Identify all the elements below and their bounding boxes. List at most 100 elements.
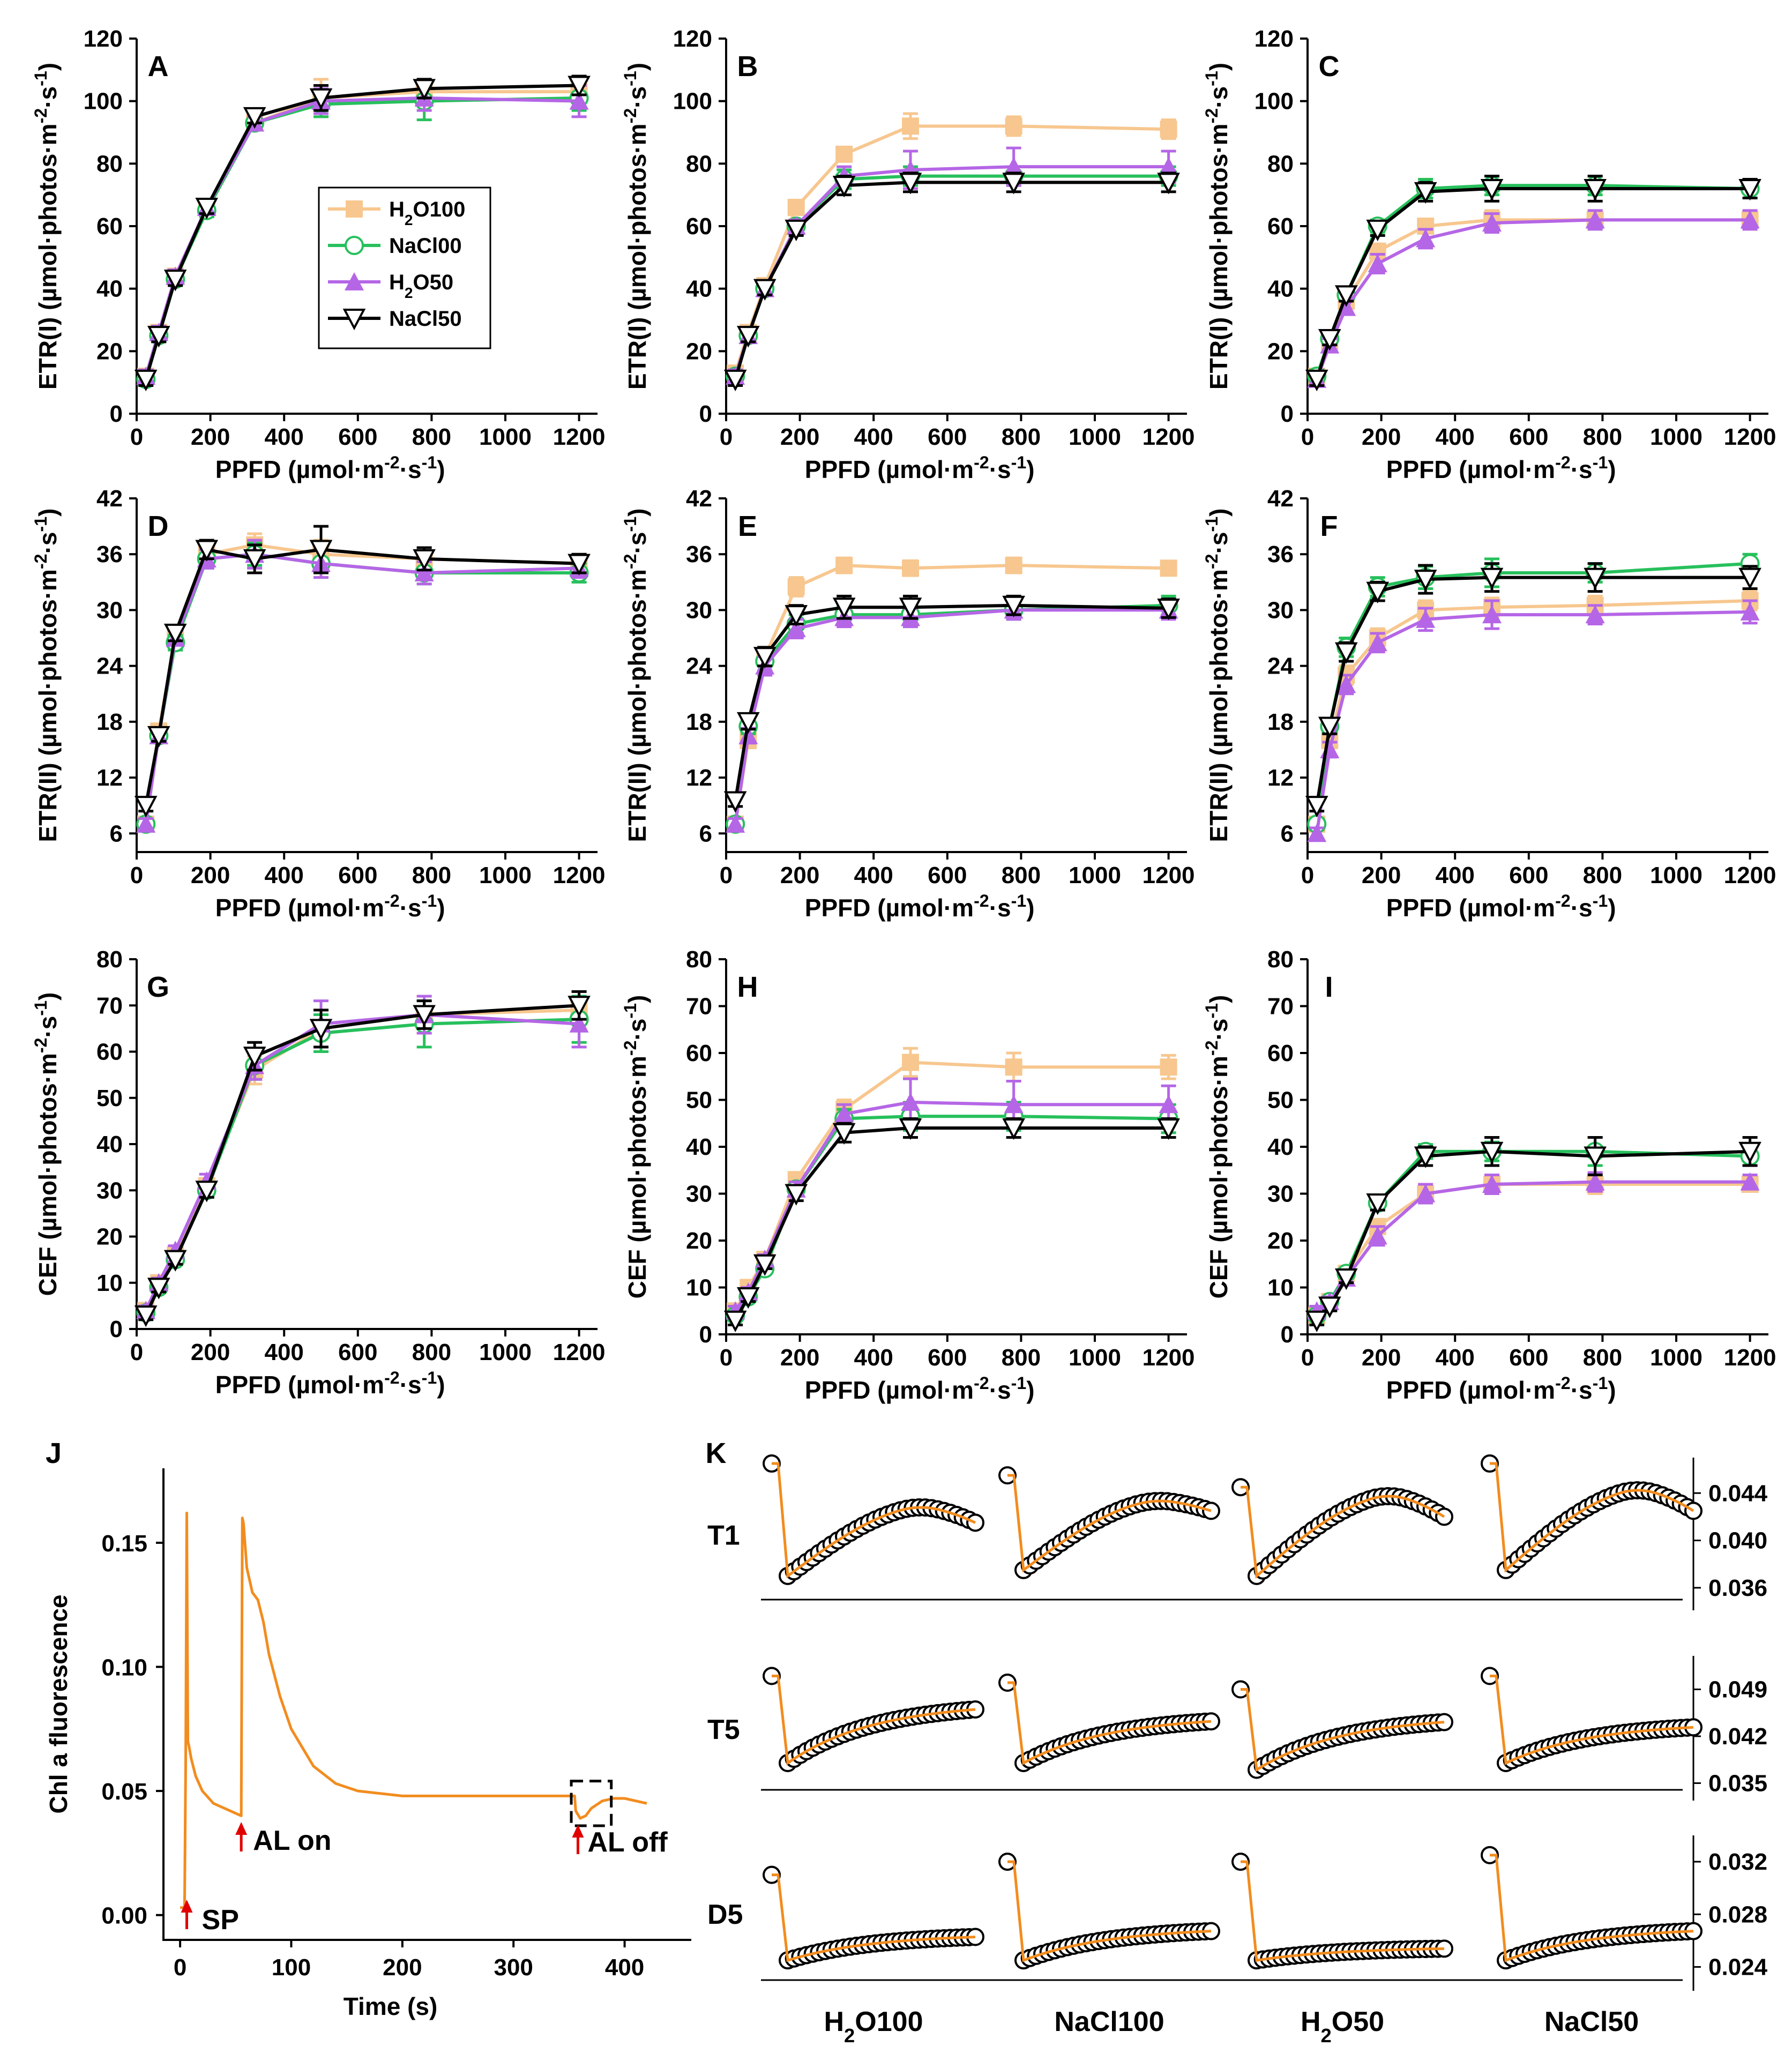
x-tick-label: 400 [1435, 1345, 1474, 1371]
data-point [1318, 1296, 1341, 1318]
data-point [835, 145, 853, 163]
legend-label: NaCl50 [389, 307, 462, 331]
x-tick-label: 400 [854, 862, 893, 888]
data-point [309, 1019, 333, 1041]
series-line [144, 543, 579, 825]
series-line [734, 124, 1169, 374]
series-H2O50 [136, 995, 589, 1319]
data-point [1305, 796, 1328, 818]
y-tick-label: 0 [1281, 1321, 1294, 1348]
y-tick-label: 20 [1267, 1228, 1294, 1254]
kinetic-3 [1481, 1454, 1703, 1579]
data-point [1366, 581, 1390, 603]
data-point [785, 1184, 808, 1206]
x-tick-label: 0 [720, 862, 733, 888]
data-point [1334, 1268, 1358, 1290]
column-label: NaCl100 [1054, 2006, 1164, 2037]
data-point [1004, 157, 1024, 176]
y-tick-label: 12 [96, 765, 123, 791]
data-point [569, 1014, 589, 1033]
series-NaCl50 [723, 594, 1180, 813]
y-tick-label: 20 [686, 1228, 712, 1254]
y-tick-label: 70 [1267, 994, 1294, 1020]
data-point [1157, 1118, 1180, 1140]
data-point [1480, 1141, 1504, 1164]
legend-marker [345, 236, 364, 255]
data-point [569, 91, 589, 110]
al-off-label: AL off [587, 1827, 668, 1858]
series-NaCl50 [1305, 175, 1761, 392]
y-tick-label: 60 [686, 213, 712, 240]
x-tick-label: 600 [928, 862, 967, 888]
data-point [786, 619, 806, 638]
kinetic-fit [1241, 1485, 1445, 1579]
series-line [144, 1004, 579, 1316]
y-tick-label: 80 [686, 151, 712, 177]
x-tick-label: 400 [605, 1954, 644, 1981]
data-point [1307, 824, 1327, 842]
y-tick-label: 20 [1267, 338, 1294, 364]
data-point [785, 605, 808, 627]
data-point [736, 712, 760, 734]
y-tick-label: 30 [96, 1177, 123, 1204]
kinetic-1 [998, 1674, 1220, 1772]
y-tick-label: 30 [686, 597, 712, 623]
kinetic-0 [763, 1667, 984, 1772]
legend-marker [345, 272, 364, 290]
x-tick-label: 1200 [553, 424, 606, 450]
series-NaCl100 [726, 1101, 1178, 1325]
right-tick-label: 0.042 [1708, 1723, 1767, 1750]
data-point [1334, 285, 1358, 307]
x-tick-label: 800 [412, 862, 451, 888]
kinetic-fit [1490, 1675, 1694, 1765]
x-tick-label: 1200 [1143, 1345, 1195, 1371]
x-tick-label: 800 [412, 1339, 451, 1365]
row-T1: 0.036 0.040 0.044 T1 [707, 1454, 1768, 1610]
series-line [734, 1126, 1169, 1321]
y-tick-label: 42 [96, 486, 123, 512]
y-tick-label: 100 [1255, 88, 1294, 115]
x-tick-label: 300 [494, 1954, 533, 1981]
data-point [1482, 1175, 1502, 1193]
y-tick-label: 50 [686, 1087, 712, 1114]
series-line [1315, 610, 1750, 834]
x-tick-label: 200 [1362, 1345, 1401, 1371]
series-H2O50 [136, 539, 589, 833]
x-tick-label: 600 [338, 862, 377, 888]
y-tick-label: 24 [1267, 653, 1294, 679]
kinetic-fit [1007, 1681, 1212, 1765]
data-point [753, 647, 776, 669]
x-tick-label: 400 [1435, 862, 1474, 888]
kinetic-3 [1481, 1846, 1703, 1970]
y-tick-label: 100 [673, 88, 712, 115]
series-H2O50 [1307, 599, 1760, 842]
x-tick-label: 0 [1301, 862, 1314, 888]
data-point [136, 814, 156, 833]
data-point [1740, 602, 1760, 621]
panel-label: E [738, 510, 757, 542]
y-tick-label: 18 [96, 709, 123, 735]
y-tick-label: 60 [1267, 1040, 1294, 1066]
kinetic-0 [763, 1454, 984, 1585]
data-point [1414, 182, 1437, 204]
x-tick-label: 200 [780, 1345, 819, 1371]
y-tick-label: 24 [686, 653, 712, 679]
axes-frame [725, 498, 1187, 853]
series-NaCl50 [134, 74, 591, 392]
kinetic-3 [1481, 1667, 1703, 1772]
x-tick-label: 0 [130, 862, 143, 888]
x-tick-label: 400 [1435, 424, 1474, 450]
data-point [163, 623, 187, 646]
x-axis-label: Time (s) [344, 1992, 438, 2020]
y-tick-label: 24 [96, 653, 123, 679]
y-tick-label: 40 [1267, 1134, 1294, 1160]
series-line [734, 608, 1169, 825]
data-point [1738, 567, 1761, 589]
y-tick-label: 0.15 [101, 1530, 147, 1557]
axes-frame [162, 1468, 691, 1941]
series-NaCl50 [1305, 1136, 1761, 1333]
panel-label: B [737, 50, 758, 83]
kinetic-0 [763, 1865, 984, 1970]
panel-D: 6 12 18 24 30 36 42 0 200 400 600 800 1000 1200 D PPFD … [31, 486, 606, 922]
